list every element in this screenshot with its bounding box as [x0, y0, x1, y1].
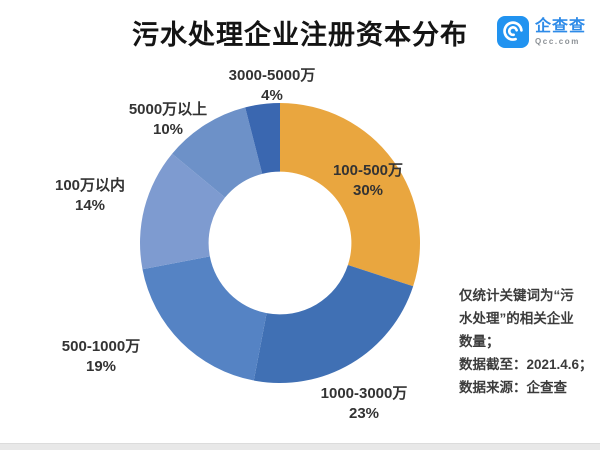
slice-label-percent: 23%: [348, 405, 380, 422]
donut-segment-3: [140, 153, 225, 270]
note-line: 数据来源：企查查: [459, 380, 567, 395]
slice-label-category: 1000-3000万: [320, 385, 408, 402]
donut-segment-1: [253, 265, 414, 383]
slice-label-percent: 4%: [261, 87, 283, 104]
note-line: 数据截至：2021.4.6；: [459, 357, 593, 372]
slice-label-500-1000w: 500-1000万 19%: [62, 337, 140, 377]
logo-brand-name: 企查查: [534, 17, 586, 35]
slice-label-category: 5000万以上: [128, 101, 208, 118]
annotation-note: 仅统计关键词为“污 水处理”的相关企业 数量； 数据截至：2021.4.6； 数…: [459, 284, 593, 399]
note-line: 水处理”的相关企业: [459, 311, 574, 326]
donut-segment-0: [280, 103, 421, 287]
note-line: 仅统计关键词为“污: [459, 288, 574, 303]
slice-label-percent: 30%: [352, 182, 384, 199]
donut-segment-5: [245, 103, 280, 174]
note-line: 数量；: [459, 334, 500, 349]
slice-label-category: 3000-5000万: [228, 67, 316, 84]
footer-bar: [0, 443, 600, 450]
slice-label-category: 500-1000万: [61, 338, 141, 355]
qcc-spiral-icon: [496, 16, 529, 48]
slice-label-percent: 10%: [152, 121, 184, 138]
slice-label-percent: 19%: [85, 358, 117, 375]
slice-label-category: 100万以内: [54, 177, 126, 194]
donut-segment-4: [172, 107, 263, 198]
slice-label-category: 100-500万: [332, 162, 404, 179]
donut-segment-2: [142, 256, 267, 381]
slice-label-3000-5000w: 3000-5000万 4%: [229, 66, 316, 106]
slice-label-1000-3000w: 1000-3000万 23%: [321, 384, 408, 424]
slice-label-over-5000w: 5000万以上 10%: [129, 100, 207, 140]
slice-label-100-500w: 100-500万 30%: [333, 161, 403, 201]
logo-text: 企查查 Qcc.com: [534, 17, 586, 46]
slice-label-percent: 14%: [74, 197, 106, 214]
qcc-logo: 企查查 Qcc.com: [496, 16, 586, 48]
logo-domain: Qcc.com: [534, 36, 580, 46]
page-title: 污水处理企业注册资本分布: [132, 20, 468, 50]
slice-label-under-100w: 100万以内 14%: [55, 176, 125, 216]
